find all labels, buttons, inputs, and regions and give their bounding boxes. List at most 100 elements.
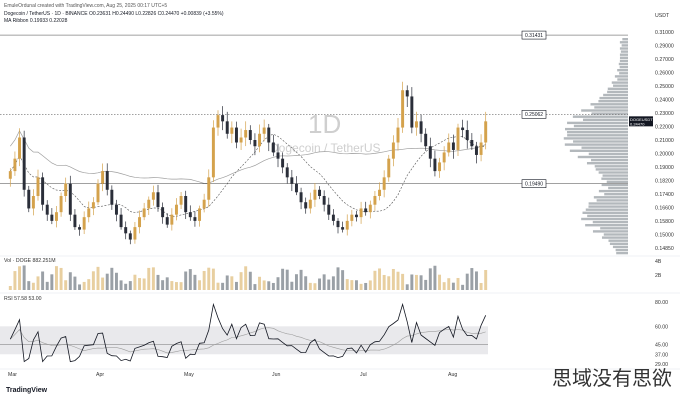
candle-body xyxy=(147,199,151,209)
profile-bar xyxy=(581,109,628,112)
price-axis[interactable]: USDT 0.31000 0.29000 0.27000 0.26000 0.25000 0… xyxy=(629,13,674,252)
volume-legend[interactable]: Vol · DOGE 882.251M xyxy=(4,258,56,264)
rsi-ma-line xyxy=(10,327,486,354)
profile-bar xyxy=(603,93,628,97)
candle-body xyxy=(405,90,409,97)
candle-body xyxy=(161,207,165,218)
volume-bar xyxy=(276,277,280,290)
profile-bar xyxy=(567,131,628,134)
profile-bar xyxy=(617,78,628,81)
volume-bar xyxy=(304,276,308,290)
profile-bar xyxy=(613,84,628,87)
price-tick: 0.20000 xyxy=(655,152,674,158)
profile-bar xyxy=(585,208,628,211)
candle-body xyxy=(156,192,160,208)
volume-bar xyxy=(285,269,289,290)
level-label-box xyxy=(521,179,547,188)
volume-bar xyxy=(239,272,243,290)
candle-body xyxy=(27,189,31,209)
profile-bar xyxy=(573,140,628,143)
volume-bar xyxy=(138,278,142,290)
rsi-legend[interactable]: RSI 57.58 53.00 xyxy=(4,296,42,302)
candle-body xyxy=(188,212,192,218)
profile-bar xyxy=(620,50,628,53)
horizontal-levels[interactable]: 0.31431 0.25062 0.19490 xyxy=(0,30,628,188)
volume-bar xyxy=(207,267,211,290)
profile-bar xyxy=(588,202,628,205)
volume-bar xyxy=(248,271,252,290)
volume-bar xyxy=(401,273,405,290)
volume-bar xyxy=(327,279,331,290)
candle-body xyxy=(91,202,95,209)
candle-body xyxy=(350,214,354,221)
profile-bar xyxy=(592,230,628,233)
time-axis: Mar Apr May Jun Jul Aug xyxy=(8,372,457,378)
candle-body xyxy=(308,199,312,209)
profile-bar xyxy=(607,90,628,94)
candle-body xyxy=(313,189,317,200)
candle-body xyxy=(13,158,17,172)
profile-bar xyxy=(563,137,628,140)
candle-body xyxy=(331,214,335,221)
volume-bar xyxy=(336,267,340,290)
profile-bar xyxy=(573,124,628,128)
volume-bar xyxy=(119,280,123,290)
candle-body xyxy=(271,142,275,153)
volume-bar xyxy=(290,281,294,290)
profile-bar xyxy=(600,227,628,230)
profile-bar xyxy=(582,118,628,121)
volume-bar xyxy=(299,269,303,290)
volume-bar xyxy=(387,276,391,290)
profile-bar xyxy=(601,177,628,180)
profile-bar xyxy=(608,239,628,242)
profile-bar xyxy=(595,168,628,171)
volume-bar xyxy=(114,272,118,290)
candle-body xyxy=(96,183,100,203)
rsi-tick: 29.00 xyxy=(655,362,668,368)
candle-body xyxy=(262,127,266,134)
profile-bar xyxy=(604,193,628,196)
candle-body xyxy=(368,204,372,213)
candle-body xyxy=(341,227,345,230)
candle-body xyxy=(211,127,215,178)
profile-bar xyxy=(619,72,628,75)
time-tick: Jul xyxy=(360,372,367,378)
tradingview-logo[interactable]: TradingView xyxy=(6,387,48,394)
price-tick: 0.22000 xyxy=(655,125,674,131)
candle-body xyxy=(438,162,442,172)
volume-bar xyxy=(364,282,368,290)
candle-body xyxy=(68,183,72,215)
symbol-ohlc-line[interactable]: Dogecoin / TetherUS · 1D · BINANCE O0.23… xyxy=(4,11,224,17)
volume-bar xyxy=(124,283,128,290)
ma-fast-line xyxy=(10,133,486,217)
volume-bar xyxy=(294,274,298,290)
volume-bar xyxy=(350,280,354,290)
candle-body xyxy=(451,142,455,150)
volume-bar xyxy=(22,265,26,290)
candle-body xyxy=(414,121,418,128)
candle-body xyxy=(41,177,45,205)
profile-bar xyxy=(621,44,628,47)
candle-body xyxy=(184,196,188,213)
ma-ribbon-legend[interactable]: MA Ribbon 0.19933 0.22028 xyxy=(4,18,68,24)
level-label: 0.25062 xyxy=(525,112,543,118)
candle-body xyxy=(419,121,423,134)
watermark-interval: 1D xyxy=(308,109,341,139)
profile-bar xyxy=(608,186,628,190)
price-tick: 0.29000 xyxy=(655,44,674,50)
volume-bar xyxy=(110,267,114,290)
volume-bar xyxy=(396,271,400,290)
volume-bar xyxy=(359,283,363,290)
candle-body xyxy=(244,130,248,138)
volume-bar xyxy=(447,278,451,290)
ma-slow-line xyxy=(10,130,486,184)
rsi-line xyxy=(9,302,487,363)
profile-bar xyxy=(619,65,628,69)
candle-body xyxy=(391,142,395,159)
profile-bar xyxy=(609,242,628,245)
profile-bar xyxy=(577,155,628,159)
profile-bar xyxy=(588,205,628,208)
price-unit: USDT xyxy=(655,13,670,19)
volume-bar xyxy=(318,278,322,290)
